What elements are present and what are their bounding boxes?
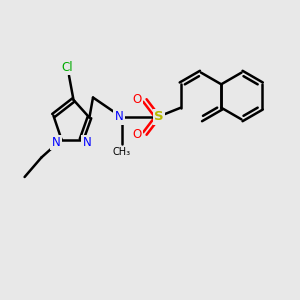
Text: O: O: [133, 128, 142, 142]
Text: N: N: [52, 136, 61, 149]
Text: N: N: [82, 136, 91, 149]
Text: Cl: Cl: [62, 61, 73, 74]
Text: O: O: [133, 92, 142, 106]
Text: CH₃: CH₃: [112, 147, 130, 158]
Text: S: S: [154, 110, 164, 124]
Text: N: N: [115, 110, 124, 124]
